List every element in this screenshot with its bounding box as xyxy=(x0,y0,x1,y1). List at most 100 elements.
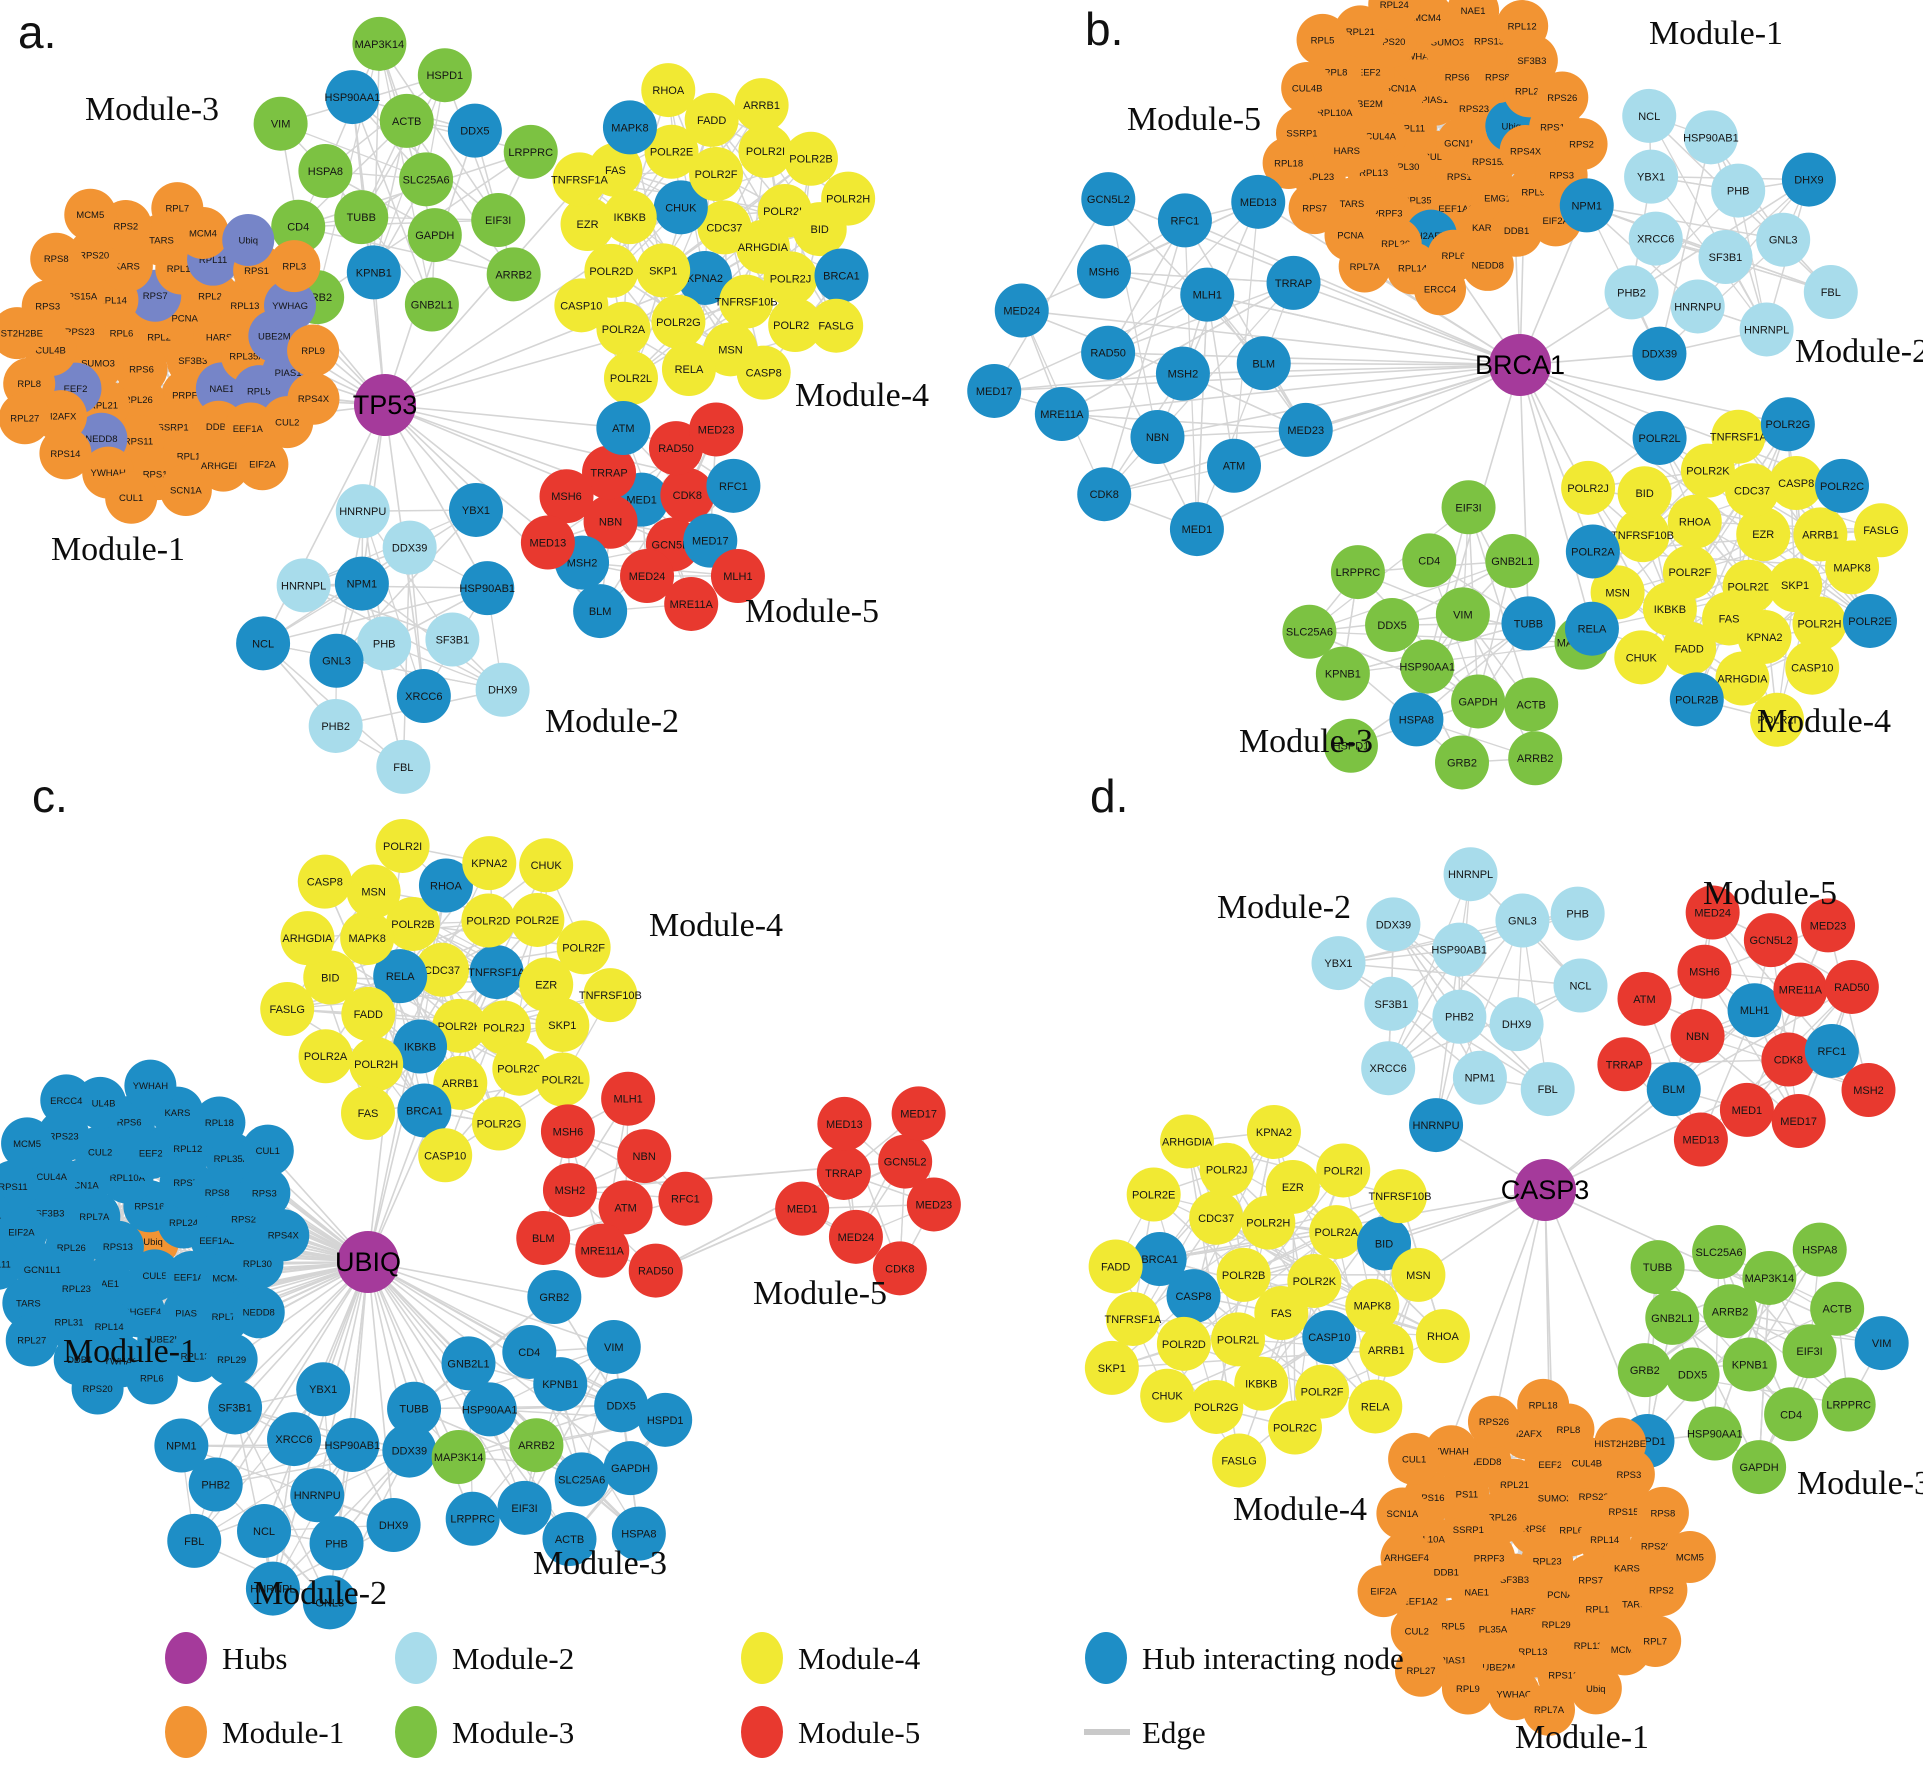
gene-node xyxy=(1739,302,1794,357)
gene-label: PHB2 xyxy=(321,721,350,733)
gene-label: RPL3 xyxy=(282,262,306,273)
gene-label: ARRB1 xyxy=(743,100,780,112)
edge xyxy=(1061,364,1521,415)
module-Module-3: SLC25A6 TUBB ACTB GAPDH HSPA8 DDX5 KPNB1 HSP90A… xyxy=(253,16,558,332)
gene-label: GNB2L1 xyxy=(447,1358,489,1370)
gene-label: HNRNPL xyxy=(281,580,326,592)
edge xyxy=(384,130,476,406)
gene-label: RPS7 xyxy=(143,291,168,302)
gene-label: NAE1 xyxy=(209,384,234,395)
gene-node xyxy=(596,301,651,356)
gene-label: MED24 xyxy=(1003,305,1040,317)
gene-label: RPS23 xyxy=(65,327,95,338)
gene-label: PIAS1 xyxy=(275,368,302,379)
gene-label: SUMO3 xyxy=(81,358,115,369)
gene-node xyxy=(276,558,331,613)
gene-label: TARS xyxy=(1622,1599,1647,1610)
gene-label: BLM xyxy=(1252,358,1275,370)
gene-label: GNB2L1 xyxy=(1491,556,1533,568)
gene-label: FAS xyxy=(1719,613,1740,625)
gene-label: RAD50 xyxy=(638,1266,673,1278)
gene-node xyxy=(1604,265,1659,320)
gene-label: FBL xyxy=(1538,1084,1558,1096)
gene-node xyxy=(0,392,51,445)
edge xyxy=(1714,1252,1720,1434)
gene-label: SSRP1 xyxy=(0,1210,1,1221)
edge xyxy=(1196,364,1521,530)
gene-node xyxy=(1630,1240,1685,1295)
gene-node xyxy=(1388,1432,1441,1485)
gene-label: ATM xyxy=(612,423,634,435)
gene-node xyxy=(1216,1247,1271,1302)
gene-label: ARHGDIA xyxy=(1162,1136,1213,1148)
edge xyxy=(1338,919,1523,964)
gene-node xyxy=(1212,1433,1267,1488)
gene-node xyxy=(814,248,869,303)
gene-label: RPS4X xyxy=(298,394,330,405)
module-title: Module-5 xyxy=(1127,101,1261,138)
gene-label: RPS8 xyxy=(44,254,69,265)
gene-label: ACTB xyxy=(555,1534,584,1546)
hub-label: BRCA1 xyxy=(1475,350,1565,380)
gene-label: PHB xyxy=(1566,909,1589,921)
gene-node xyxy=(475,662,530,717)
gene-node xyxy=(1338,240,1391,293)
gene-label: DHX9 xyxy=(1502,1019,1531,1031)
gene-label: PRPF3 xyxy=(172,391,203,402)
gene-label: RPL14 xyxy=(95,1322,124,1333)
gene-node xyxy=(303,950,358,1005)
gene-label: RHOA xyxy=(1679,517,1711,529)
gene-node xyxy=(382,1423,437,1478)
gene-label: TNFRSF10B xyxy=(579,990,642,1002)
gene-label: CDC37 xyxy=(1734,485,1770,497)
gene-label: FAS xyxy=(1271,1308,1292,1320)
gene-label: RPS6 xyxy=(117,1117,142,1128)
gene-label: CUL1 xyxy=(1402,1454,1426,1465)
gene-node xyxy=(1703,1284,1758,1339)
gene-label: POLR2B xyxy=(789,154,832,166)
gene-node xyxy=(1569,1662,1622,1715)
gene-node xyxy=(1842,593,1897,648)
module-title: Module-3 xyxy=(1239,723,1373,760)
gene-label: EZR xyxy=(1282,1182,1304,1194)
gene-node xyxy=(341,986,396,1041)
gene-label: MED13 xyxy=(826,1119,863,1131)
gene-label: NBN xyxy=(1686,1031,1709,1043)
gene-label: NAE1 xyxy=(1461,6,1486,17)
gene-label: GCN1L1 xyxy=(24,1265,61,1276)
gene-label: CD4 xyxy=(1418,555,1440,567)
gene-node xyxy=(1130,409,1185,464)
gene-label: YWHAG xyxy=(1400,52,1436,63)
gene-label: CHUK xyxy=(665,202,697,214)
gene-label: NBN xyxy=(599,517,622,529)
gene-label: POLR2J xyxy=(1206,1165,1248,1177)
gene-node xyxy=(582,445,637,500)
gene-node xyxy=(1804,1023,1859,1078)
edge xyxy=(367,1261,395,1526)
gene-label: CUL1 xyxy=(256,1146,280,1157)
gene-node xyxy=(1490,204,1543,257)
gene-label: MED13 xyxy=(1683,1134,1720,1146)
gene-node xyxy=(379,93,434,148)
gene-label: GNL3 xyxy=(315,1597,344,1609)
gene-label: POLR2G xyxy=(1194,1402,1239,1414)
gene-node xyxy=(648,421,703,476)
gene-node xyxy=(611,1506,666,1561)
gene-node xyxy=(738,123,793,178)
gene-label: TRRAP xyxy=(1275,278,1312,290)
gene-label: MLH1 xyxy=(1740,1005,1769,1017)
gene-label: PHB2 xyxy=(201,1479,230,1491)
gene-label: MSH6 xyxy=(1089,267,1120,279)
edge xyxy=(367,1046,421,1263)
gene-node xyxy=(554,1452,609,1507)
gene-label: RPL30 xyxy=(1390,162,1419,173)
edge xyxy=(367,1261,632,1469)
gene-label: RHOA xyxy=(430,881,462,893)
gene-node xyxy=(471,193,526,248)
gene-label: MED17 xyxy=(900,1108,937,1120)
gene-label: RPS23 xyxy=(1579,1492,1609,1503)
gene-node xyxy=(1434,735,1489,790)
gene-label: SF3B1 xyxy=(1709,252,1743,264)
gene-label: ARRB1 xyxy=(442,1078,479,1090)
gene-label: RPL5 xyxy=(247,387,271,398)
